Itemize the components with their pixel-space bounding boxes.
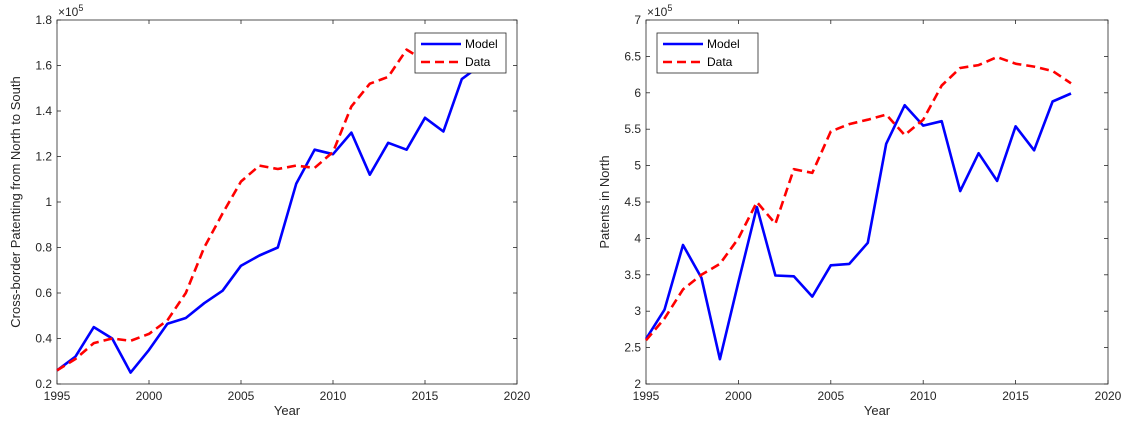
- y-tick-label: 4.5: [624, 195, 641, 209]
- y-exponent-label: ×105: [58, 3, 83, 19]
- legend: Model Data: [414, 32, 507, 74]
- x-tick-label: 2010: [910, 389, 937, 403]
- legend-box: [656, 32, 759, 74]
- y-tick-label: 5: [634, 159, 641, 173]
- chart-1: 1995 2000 2005 2010 2015 2020 0.2 0.4 0.6 0.8 1 1.2…: [8, 3, 531, 418]
- series-line-data: [56, 48, 481, 372]
- x-tick-label: 2005: [228, 389, 255, 403]
- y-tick-label: 0.4: [35, 332, 52, 346]
- y-axis-label: Patents in North: [597, 155, 612, 248]
- legend-label-model: Model: [707, 37, 740, 51]
- y-tick-label: 6.5: [624, 49, 641, 63]
- y-tick-label: 1.6: [35, 59, 52, 73]
- axes-box: [56, 19, 518, 385]
- y-axis-label: Cross-border Patenting from North to Sou…: [8, 76, 23, 327]
- y-tick-label: 3: [634, 304, 641, 318]
- x-axis-label: Year: [864, 403, 891, 418]
- x-axis-label: Year: [274, 403, 301, 418]
- y-tick-label: 5.5: [624, 122, 641, 136]
- y-tick-label: 0.2: [35, 377, 52, 391]
- y-tick-label: 2: [634, 377, 641, 391]
- axes-box: [645, 19, 1109, 385]
- legend: Model Data: [656, 32, 759, 74]
- series-line-model: [56, 64, 481, 374]
- legend-label-model: Model: [465, 37, 498, 51]
- series-line-data: [645, 55, 1072, 342]
- series-line-model: [644, 92, 1072, 361]
- x-tick-label: 2000: [136, 389, 163, 403]
- y-tick-label: 0.6: [35, 286, 52, 300]
- y-tick-label: 3.5: [624, 268, 641, 282]
- y-tick-label: 4: [634, 231, 641, 245]
- legend-label-data: Data: [465, 55, 491, 69]
- x-tick-label: 2020: [1095, 389, 1122, 403]
- x-tick-label: 2000: [725, 389, 752, 403]
- y-tick-label: 1: [45, 195, 52, 209]
- x-tick-label: 1995: [633, 389, 660, 403]
- legend-box: [414, 32, 507, 74]
- y-tick-label: 1.2: [35, 150, 52, 164]
- y-tick-label: 2.5: [624, 341, 641, 355]
- y-tick-label: 0.8: [35, 241, 52, 255]
- legend-label-data: Data: [707, 55, 733, 69]
- chart-2: 1995 2000 2005 2010 2015 2020 2 2.5 3 3.5 4 4.5 5 5.5…: [597, 3, 1122, 418]
- x-tick-label: 2005: [817, 389, 844, 403]
- y-tick-label: 1.8: [35, 13, 52, 27]
- x-tick-label: 2015: [1002, 389, 1029, 403]
- y-tick-label: 6: [634, 86, 641, 100]
- x-tick-label: 1995: [44, 389, 71, 403]
- x-tick-label: 2010: [320, 389, 347, 403]
- y-tick-label: 1.4: [35, 104, 52, 118]
- x-tick-label: 2020: [504, 389, 531, 403]
- y-exponent-label: ×105: [647, 3, 672, 19]
- x-tick-label: 2015: [412, 389, 439, 403]
- y-tick-label: 7: [634, 13, 641, 27]
